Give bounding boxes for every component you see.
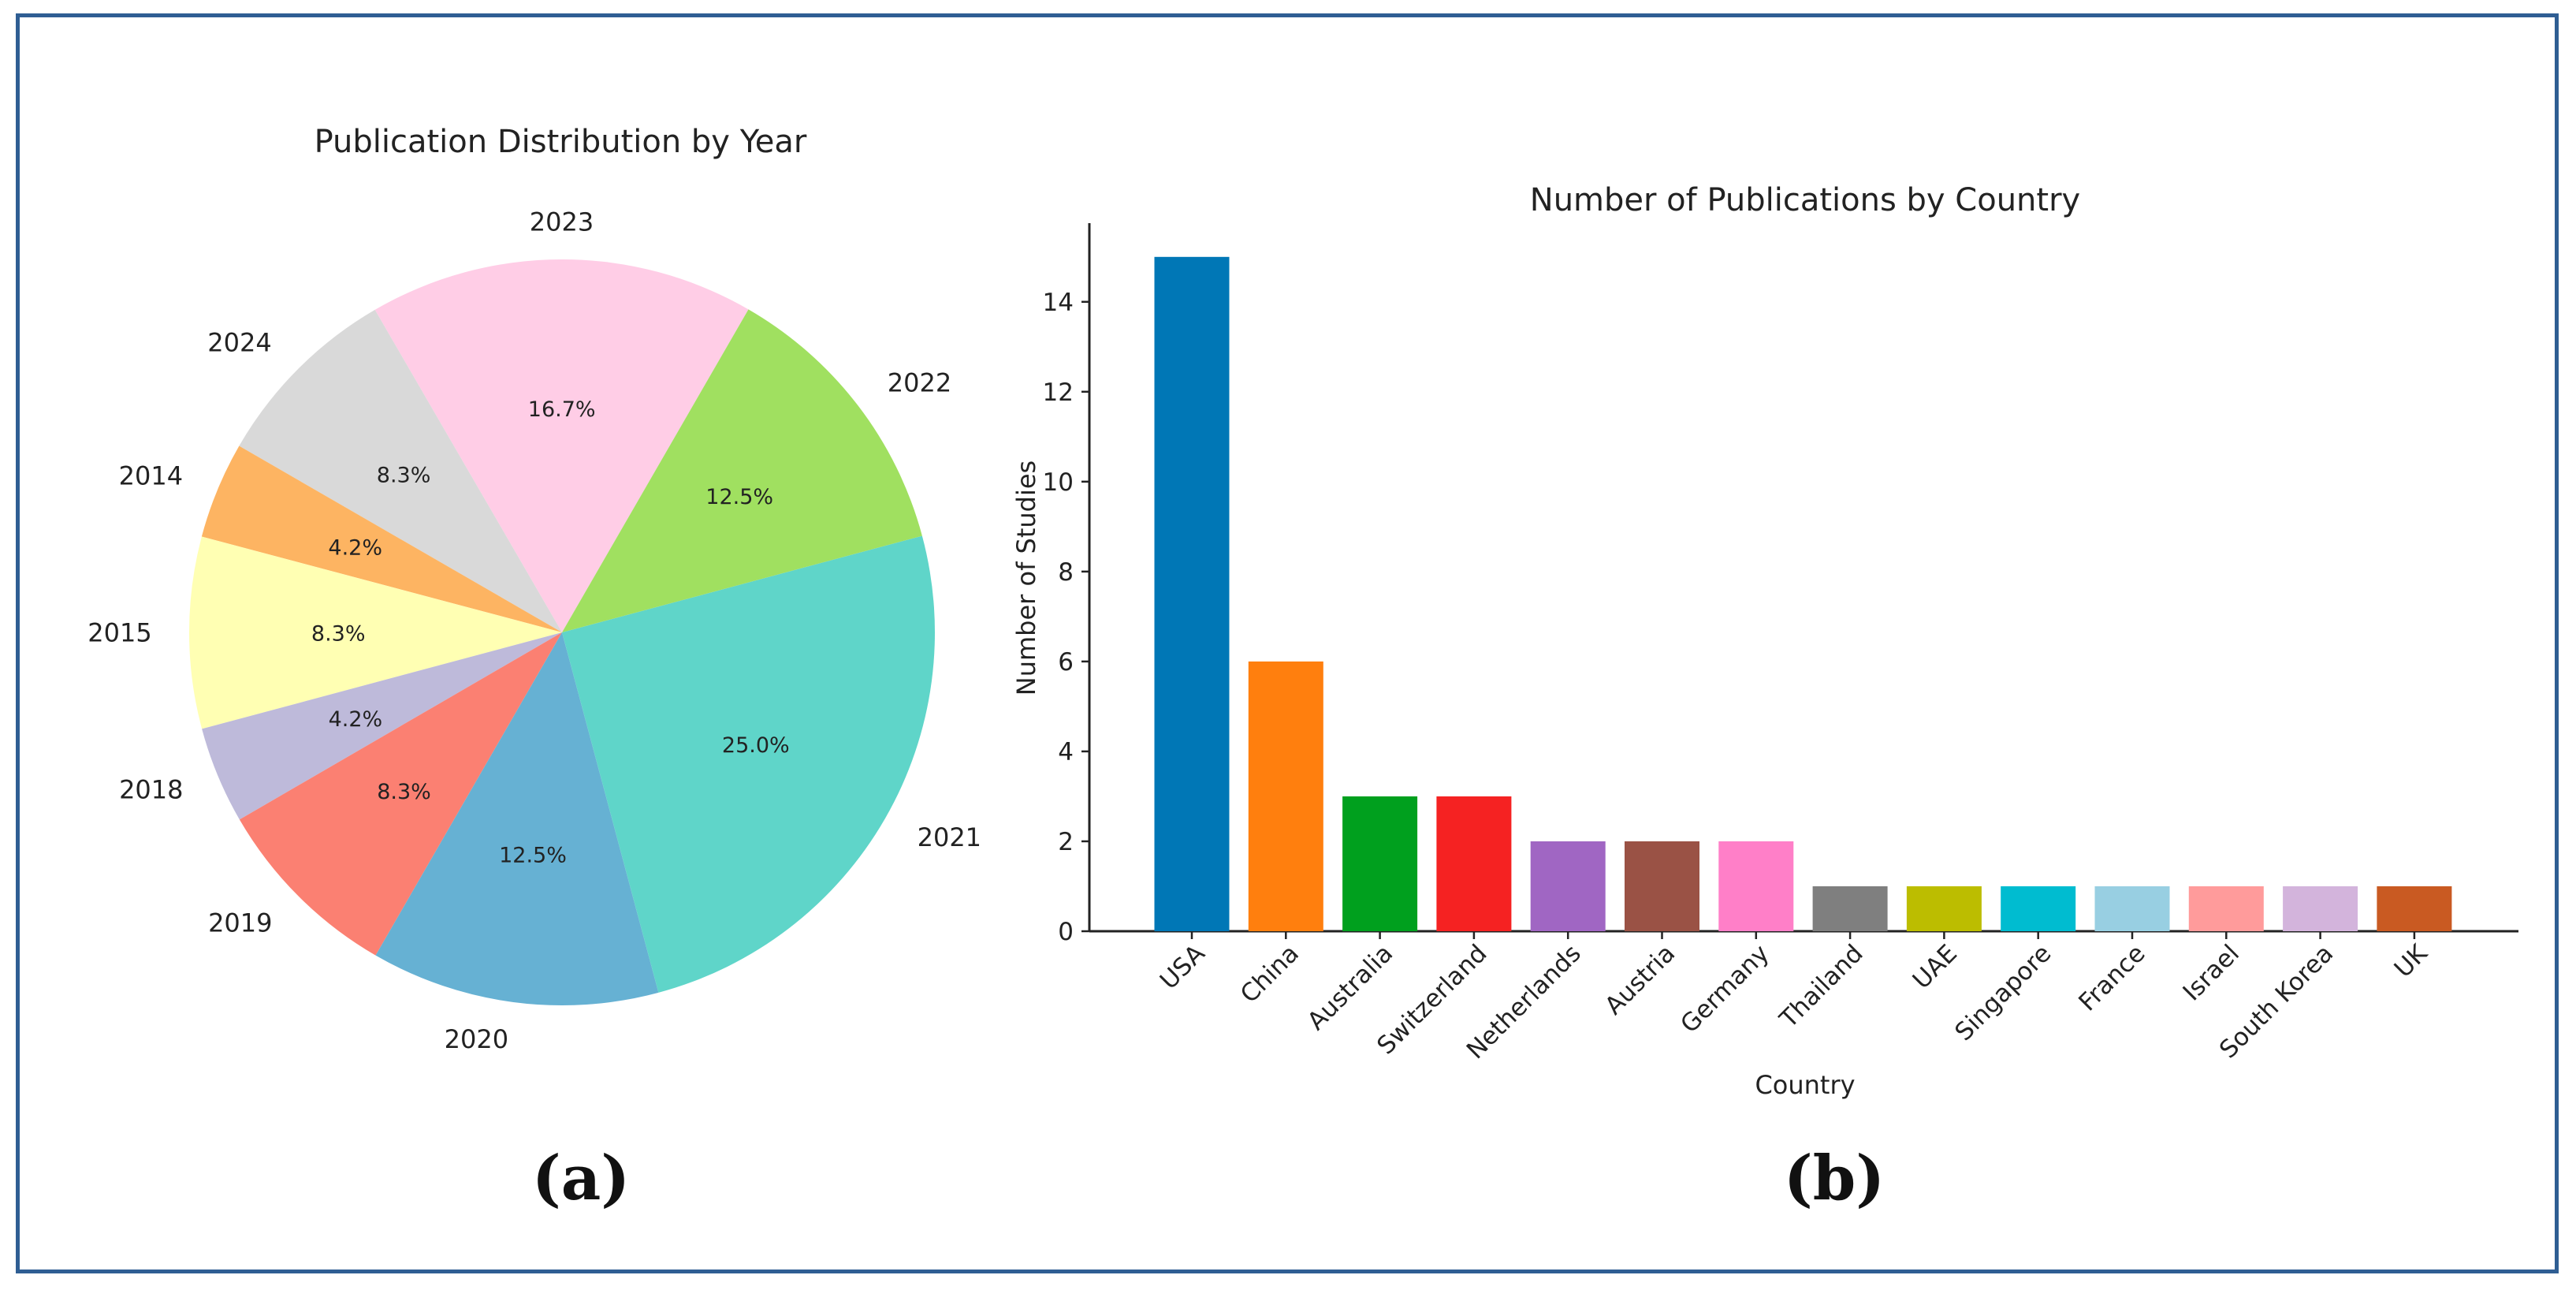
pie-label-2014: 2014	[119, 460, 183, 490]
y-tick-label: 2	[1058, 828, 1074, 856]
bar-usa	[1154, 256, 1230, 931]
pie-pct-2015: 8.3%	[311, 621, 366, 646]
bar-switzerland	[1436, 796, 1512, 931]
x-tick-label: USA	[1155, 939, 1211, 995]
y-tick-label: 14	[1043, 289, 1074, 317]
pie-pct-2023: 16.7%	[528, 397, 596, 422]
pie-slice-2015	[189, 536, 563, 729]
bar-thailand	[1812, 886, 1888, 931]
x-tick-label: Austria	[1599, 939, 1681, 1020]
bar-netherlands	[1530, 841, 1606, 931]
pie-label-2024: 2024	[207, 328, 271, 358]
pie-slice-2014	[201, 446, 563, 632]
bar-austria	[1625, 841, 1699, 931]
pie-chart: Publication Distribution by Year 2023 16.…	[87, 124, 981, 1054]
x-tick-label: Thailand	[1774, 939, 1868, 1034]
x-tick-label: France	[2073, 939, 2150, 1016]
x-tick-label: Australia	[1302, 939, 1398, 1035]
pie-pct-2024: 8.3%	[377, 464, 431, 488]
figure-border	[16, 13, 2559, 1273]
y-tick-label: 6	[1058, 648, 1074, 677]
bar-chart-x-axis-label: Country	[1755, 1070, 1855, 1100]
bar-uk	[2377, 886, 2452, 931]
x-tick-label: Singapore	[1949, 939, 2057, 1046]
panel-label-b: (b)	[1784, 1143, 1885, 1214]
pie-label-2018: 2018	[119, 775, 183, 805]
x-tick-label: Israel	[2178, 939, 2245, 1006]
pie-slice-2023	[374, 259, 749, 632]
bar-uae	[1906, 886, 1982, 931]
bar-australia	[1342, 796, 1418, 931]
bar-china	[1248, 661, 1323, 931]
bar-chart-y-axis-label: Number of Studies	[1011, 460, 1041, 695]
pie-chart-title: Publication Distribution by Year	[315, 124, 807, 160]
pie-slice-2024	[239, 309, 562, 632]
x-tick-label: UAE	[1908, 939, 1963, 994]
pie-pct-2021: 25.0%	[722, 733, 790, 758]
pie-pct-2020: 12.5%	[499, 843, 567, 867]
bar-south-korea	[2283, 886, 2358, 931]
x-tick-label: Germany	[1675, 939, 1774, 1038]
bar-singapore	[2001, 886, 2076, 931]
pie-slice-2020	[375, 632, 659, 1005]
y-tick-label: 12	[1043, 378, 1074, 407]
pie-slice-2019	[239, 632, 562, 956]
y-tick-label: 8	[1058, 558, 1074, 587]
pie-label-2022: 2022	[888, 367, 951, 397]
x-tick-label: China	[1235, 939, 1305, 1009]
bar-france	[2094, 886, 2170, 931]
pie-slice-2022	[562, 309, 922, 632]
bar-chart: Number of Publications by Country 0 2 4 6 8 1…	[1011, 182, 2518, 1100]
pie-label-2015: 2015	[87, 618, 151, 648]
pie-slice-2021	[562, 535, 935, 993]
pie-label-2023: 2023	[530, 207, 594, 237]
pie-pct-2014: 4.2%	[328, 536, 382, 561]
y-tick-label: 10	[1043, 468, 1074, 497]
panel-label-a: (a)	[532, 1143, 630, 1214]
pie-label-2019: 2019	[208, 908, 272, 938]
y-tick-label: 0	[1058, 918, 1074, 946]
pie-pct-2019: 8.3%	[377, 780, 431, 804]
bar-chart-title: Number of Publications by Country	[1530, 182, 2080, 218]
bar-germany	[1718, 841, 1794, 931]
pie-pct-2018: 4.2%	[329, 707, 383, 732]
y-tick-label: 4	[1058, 738, 1074, 766]
pie-slice-2018	[202, 632, 562, 820]
x-tick-label: UK	[2389, 939, 2433, 983]
pie-label-2020: 2020	[445, 1024, 508, 1054]
pie-pct-2022: 12.5%	[705, 485, 773, 509]
bar-israel	[2188, 886, 2264, 931]
pie-label-2021: 2021	[918, 822, 981, 852]
